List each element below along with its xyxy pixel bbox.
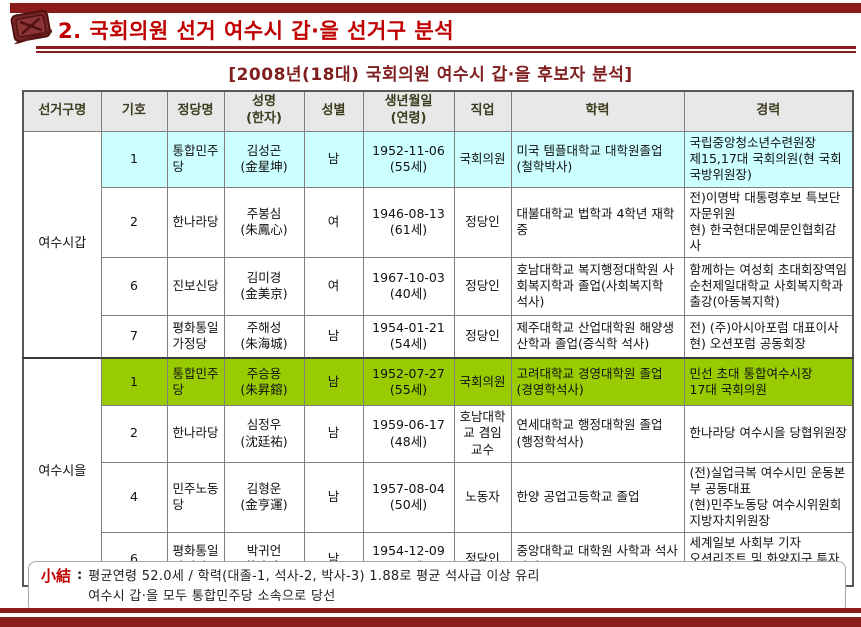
cell-number: 4 — [100, 461, 168, 533]
candidate-row: 여수시을 1 통합민주당 주승용 (朱昇鎔) 남 1952-07-27 (55세… — [22, 356, 854, 587]
table-caption: [2008년(18대) 국회의원 여수시 갑·을 후보자 분석] — [228, 65, 633, 85]
cell-gender: 남 — [303, 404, 364, 463]
cell-name: 김미경 (金美京) — [223, 256, 305, 316]
col-header-district: 선거구명 — [22, 90, 102, 132]
cell-party: 한나라당 — [166, 186, 225, 258]
cell-job: 호남대학교 겸임 교수 — [453, 404, 512, 463]
cell-party: 평화통일가정당 — [166, 314, 225, 359]
cell-birth: 1959-06-17 (48세) — [362, 404, 455, 463]
cell-gender: 남 — [303, 357, 364, 406]
cell-birth: 1967-10-03 (40세) — [362, 256, 455, 316]
candidate-row: 2 한나라당 심정우 (沈廷祐) 남 1959-06-17 (48세) 호남대학… — [23, 404, 854, 463]
cell-gender: 남 — [303, 130, 364, 188]
district-label-eul: 여수시을 — [22, 356, 102, 587]
cell-career: 국립중앙청소년수련원장 제15,17대 국회의원(현 국회국방위원장) — [683, 130, 854, 188]
cell-number: 1 — [100, 130, 168, 188]
candidate-row: 6 진보신당 김미경 (金美京) 여 1967-10-03 (40세) 정당인 … — [23, 256, 854, 316]
cell-party: 진보신당 — [166, 256, 225, 316]
cell-party: 한나라당 — [166, 404, 225, 463]
summary-label: 小結 — [41, 567, 72, 585]
cell-career: 전) (주)아시아포럼 대표이사 현) 오션포럼 공동회장 — [683, 314, 854, 359]
cell-party: 통합민주당 — [166, 130, 225, 188]
col-header-name: 성명 (한자) — [223, 90, 305, 132]
cell-education: 대불대학교 법학과 4학년 재학중 — [510, 186, 685, 258]
title-underline-thick — [36, 46, 856, 49]
col-header-birth: 생년월일 (연령) — [362, 90, 455, 132]
candidate-row: 4 민주노동당 김형운 (金亨運) 남 1957-08-04 (50세) 노동자… — [23, 461, 854, 533]
cell-education: 제주대학교 산업대학원 해양생산학과 졸업(증식학 석사) — [510, 314, 685, 359]
cell-birth: 1952-11-06 (55세) — [362, 130, 455, 188]
candidate-row: 여수시갑 1 통합민주당 김성곤 (金星坤) 남 1952-11-06 (55세… — [22, 130, 854, 359]
col-header-number: 기호 — [100, 90, 168, 132]
tablet-pen-icon — [10, 9, 53, 45]
title-underline-thin — [36, 51, 856, 53]
cell-gender: 여 — [303, 256, 364, 316]
cell-name: 주승용 (朱昇鎔) — [223, 357, 305, 406]
cell-number: 2 — [100, 186, 168, 258]
cell-name: 심정우 (沈廷祐) — [223, 404, 305, 463]
cell-job: 국회의원 — [453, 130, 512, 188]
cell-career: 한나라당 여수시을 당협위원장 — [683, 404, 854, 463]
cell-education: 한양 공업고등학교 졸업 — [510, 461, 685, 533]
summary-text: 평균연령 52.0세 / 학력(대졸-1, 석사-2, 박사-3) 1.88로 … — [88, 569, 540, 605]
candidate-analysis-table: 선거구명 기호 정당명 성명 (한자) 성별 생년월일 (연령) 직업 학력 경… — [22, 90, 854, 588]
cell-education: 연세대학교 행정대학원 졸업(행정학석사) — [510, 404, 685, 463]
cell-name: 김형운 (金亨運) — [223, 461, 305, 533]
cell-number: 6 — [100, 256, 168, 316]
cell-education: 미국 템플대학교 대학원졸업(철학박사) — [510, 130, 685, 188]
cell-job: 국회의원 — [453, 357, 512, 406]
cell-birth: 1952-07-27 (55세) — [362, 357, 455, 406]
cell-job: 노동자 — [453, 461, 512, 533]
candidate-row: 2 한나라당 주봉심 (朱鳳心) 여 1946-08-13 (61세) 정당인 … — [23, 186, 854, 258]
cell-party: 통합민주당 — [166, 357, 225, 406]
cell-name: 김성곤 (金星坤) — [223, 130, 305, 188]
cell-education: 고려대학교 경영대학원 졸업(경영학석사) — [510, 357, 685, 406]
col-header-job: 직업 — [453, 90, 512, 132]
header-row: 선거구명 기호 정당명 성명 (한자) 성별 생년월일 (연령) 직업 학력 경… — [22, 90, 854, 132]
cell-career: (전)실업극복 여수시민 운동본부 공동대표 (현)민주노동당 여수시위원회 지… — [683, 461, 854, 533]
cell-birth: 1957-08-04 (50세) — [362, 461, 455, 533]
district-label-gap: 여수시갑 — [22, 130, 102, 359]
cell-number: 2 — [100, 404, 168, 463]
cell-job: 정당인 — [453, 314, 512, 359]
cell-job: 정당인 — [453, 186, 512, 258]
bottom-accent-bar-thick — [0, 617, 861, 627]
col-header-career: 경력 — [683, 90, 854, 132]
cell-birth: 1946-08-13 (61세) — [362, 186, 455, 258]
cell-gender: 남 — [303, 314, 364, 359]
cell-name: 주봉심 (朱鳳心) — [223, 186, 305, 258]
cell-career: 전)이명박 대통령후보 특보단 자문위원 현) 한국현대문예문인협회감사 — [683, 186, 854, 258]
cell-career: 함께하는 여성회 초대회장역임 순천제일대학교 사회복지학과 출강(아동복지학) — [683, 256, 854, 316]
col-header-education: 학력 — [510, 90, 685, 132]
cell-gender: 여 — [303, 186, 364, 258]
cell-education: 호남대학교 복지행정대학원 사회복지학과 졸업(사회복지학 석사) — [510, 256, 685, 316]
cell-number: 7 — [100, 314, 168, 359]
cell-job: 정당인 — [453, 256, 512, 316]
summary-note-box: 小結 : 평균연령 52.0세 / 학력(대졸-1, 석사-2, 박사-3) 1… — [28, 561, 846, 614]
cell-birth: 1954-01-21 (54세) — [362, 314, 455, 359]
cell-career: 민선 초대 통합여수시장 17대 국회의원 — [683, 357, 854, 406]
cell-party: 민주노동당 — [166, 461, 225, 533]
candidate-row: 7 평화통일가정당 주해성 (朱海城) 남 1954-01-21 (54세) 정… — [23, 314, 854, 359]
col-header-party: 정당명 — [166, 90, 225, 132]
summary-separator: : — [77, 568, 83, 583]
col-header-gender: 성별 — [303, 90, 364, 132]
top-accent-bar — [10, 3, 861, 13]
cell-name: 주해성 (朱海城) — [223, 314, 305, 359]
page-title: 2. 국회의원 선거 여수시 갑·을 선거구 분석 — [58, 19, 455, 43]
cell-gender: 남 — [303, 461, 364, 533]
cell-number: 1 — [100, 357, 168, 406]
bottom-accent-bar-thin — [0, 608, 861, 613]
